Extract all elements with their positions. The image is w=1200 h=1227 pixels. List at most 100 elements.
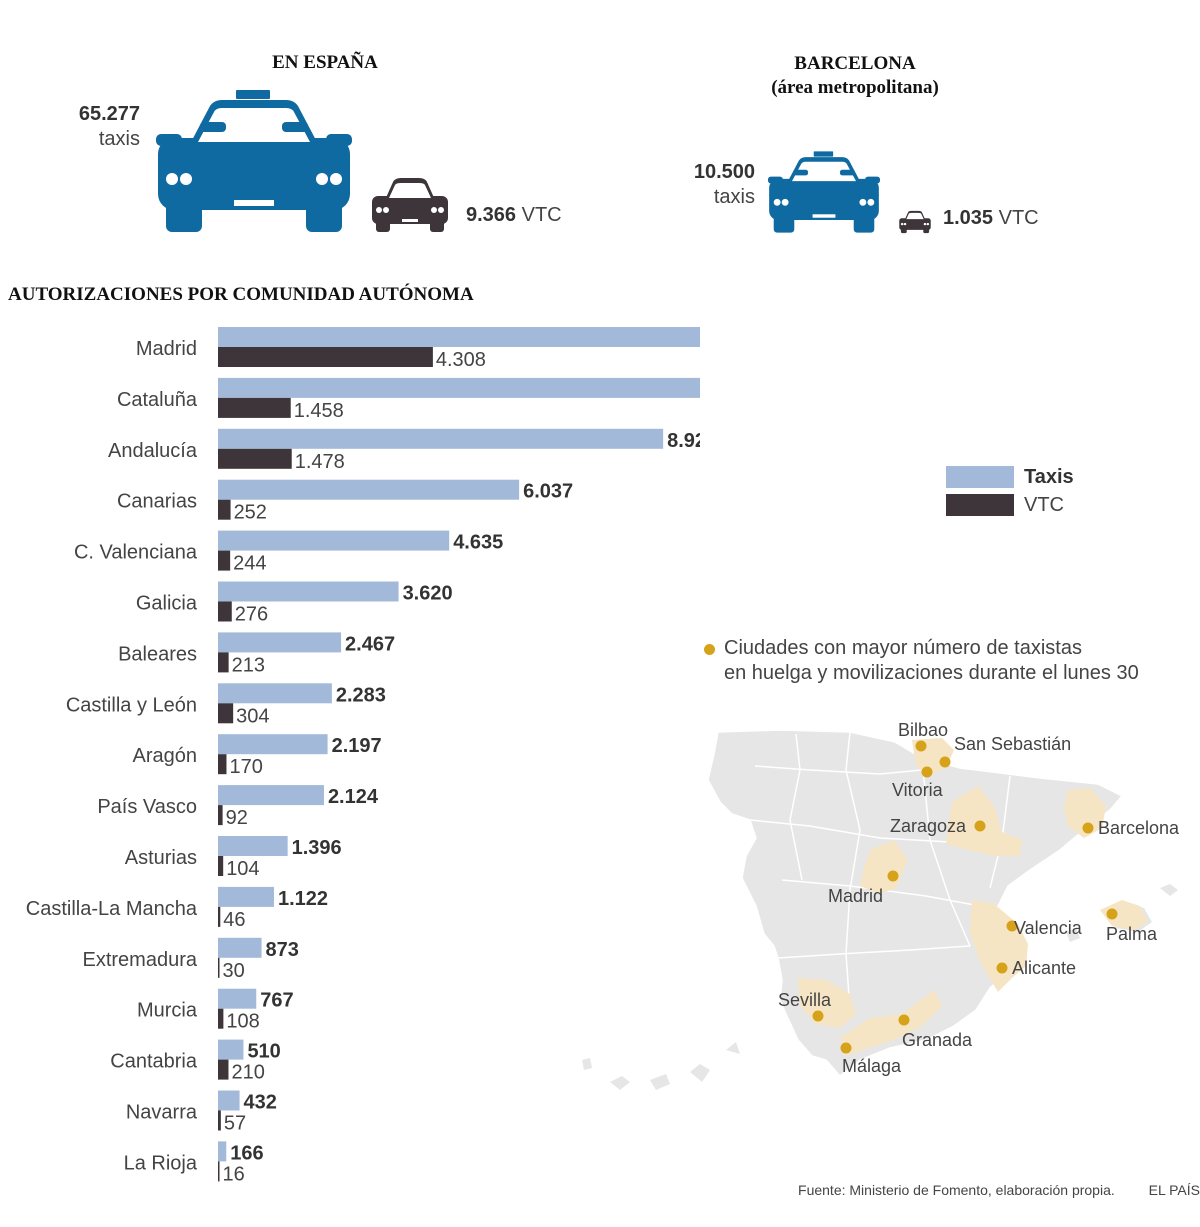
city-dot-icon (704, 644, 715, 655)
vtc-bar (218, 1008, 224, 1029)
taxi-bar (218, 530, 450, 551)
taxi-bar (218, 1090, 240, 1111)
highlight-regions (798, 738, 1148, 1056)
taxi-value-label: 510 (247, 1041, 280, 1063)
city-dot (921, 766, 933, 778)
barcelona-title-line2: (área metropolitana) (771, 77, 939, 98)
map-legend-line1: Ciudades con mayor número de taxistas (724, 637, 1082, 659)
bar-chart: Madrid15.4974.308Cataluña12.2271.458Anda… (26, 327, 700, 1185)
map-legend-line2: en huelga y movilizaciones durante el lu… (724, 662, 1139, 684)
category-label: Castilla y León (66, 694, 197, 716)
taxi-icon-small (768, 151, 880, 233)
city-dot (812, 1010, 824, 1022)
city-label: Sevilla (778, 990, 832, 1010)
section-title: AUTORIZACIONES POR COMUNIDAD AUTÓNOMA (8, 284, 474, 305)
spain-vtc-total: 9.366 VTC (466, 204, 562, 227)
city-label: Madrid (828, 886, 883, 906)
category-label: Andalucía (108, 440, 198, 462)
taxi-bar (218, 1141, 227, 1162)
city-dot (996, 962, 1008, 974)
taxi-value-label: 6.037 (523, 481, 573, 503)
vtc-icon-small (899, 210, 931, 234)
category-label: Castilla-La Mancha (26, 898, 198, 920)
vtc-bar (218, 652, 229, 673)
category-label: Navarra (126, 1102, 198, 1124)
vtc-value-label: 210 (231, 1062, 264, 1084)
city-label: Bilbao (898, 720, 948, 740)
category-label: País Vasco (97, 796, 197, 818)
city-layer: Bilbao San Sebastián Vitoria Zaragoza Barcel… (778, 720, 1180, 1076)
taxi-value-label: 2.124 (328, 786, 379, 808)
vtc-bar (218, 906, 221, 927)
vtc-bar (218, 550, 231, 571)
city-label: Palma (1106, 924, 1158, 944)
map-legend: Ciudades con mayor número de taxistas en… (704, 636, 1139, 686)
city-dot (1106, 908, 1118, 920)
bcn-vtc-total: 1.035 VTC (943, 207, 1039, 230)
vtc-value-label: 252 (234, 502, 267, 524)
city-dot (887, 870, 899, 882)
taxi-value-label: 2.197 (332, 735, 382, 757)
city-label: Valencia (1014, 918, 1083, 938)
vtc-value-label: 16 (223, 1163, 245, 1185)
category-label: Aragón (133, 745, 198, 767)
vtc-value-label: 1.478 (295, 451, 345, 473)
category-label: Cantabria (110, 1051, 198, 1073)
barcelona-title: BARCELONA (área metropolitana) (700, 52, 1010, 100)
category-label: Canarias (117, 491, 197, 513)
footer-source: Fuente: Ministerio de Fomento, elaboraci… (798, 1182, 1115, 1198)
vtc-value-label: 1.458 (294, 400, 344, 422)
city-label: San Sebastián (954, 734, 1071, 754)
vtc-value-label: 244 (233, 553, 266, 575)
taxi-value-label: 1.122 (278, 888, 328, 910)
taxi-value-label: 3.620 (403, 583, 453, 605)
city-dot (840, 1042, 852, 1054)
vtc-bar (218, 347, 433, 367)
taxi-value-label: 2.283 (336, 684, 386, 706)
taxi-value-label: 432 (244, 1092, 277, 1114)
taxi-bar (218, 937, 262, 958)
city-label: Zaragoza (890, 816, 967, 836)
bcn-taxis-label: taxis (713, 186, 755, 208)
barcelona-title-line1: BARCELONA (794, 53, 916, 74)
taxi-value-label: 2.467 (345, 633, 395, 655)
vtc-bar (218, 957, 220, 978)
bcn-vtc-value: 1.035 (943, 207, 994, 229)
taxi-bar (218, 1039, 244, 1060)
spain-map: Bilbao San Sebastián Vitoria Zaragoza Barcel… (582, 720, 1180, 1090)
taxi-bar (218, 734, 328, 755)
taxi-icon-large (156, 90, 352, 232)
footer: Fuente: Ministerio de Fomento, elaboraci… (798, 1182, 1200, 1198)
taxi-bar (218, 886, 274, 907)
taxi-value-label: 166 (230, 1142, 263, 1164)
spain-title: EN ESPAÑA (272, 52, 378, 73)
vtc-value-label: 213 (232, 654, 265, 676)
taxi-bar (218, 988, 257, 1009)
vtc-value-label: 108 (226, 1011, 259, 1033)
taxi-bar (218, 785, 324, 806)
taxi-bar (218, 836, 288, 856)
vtc-bar (218, 448, 292, 469)
city-label: Málaga (842, 1056, 902, 1076)
spain-vtc-value: 9.366 (466, 204, 517, 226)
vtc-icon-large (372, 178, 448, 232)
legend-taxis-label: Taxis (1024, 466, 1074, 488)
spain-vtc-label: VTC (521, 204, 562, 226)
taxi-bar (218, 428, 664, 449)
taxi-value-label: 4.635 (453, 532, 503, 554)
vtc-bar (218, 397, 291, 418)
city-dot (1082, 822, 1094, 834)
city-dot (974, 820, 986, 832)
taxi-bar (218, 581, 399, 602)
taxi-bar (218, 327, 700, 347)
city-dot (898, 1014, 910, 1026)
taxi-value-label: 1.396 (292, 837, 342, 859)
vtc-bar (218, 499, 231, 520)
category-label: Murcia (137, 1000, 198, 1022)
vtc-value-label: 304 (236, 705, 269, 727)
footer-brand: EL PAÍS (1148, 1182, 1200, 1198)
vtc-value-label: 92 (226, 807, 248, 829)
taxi-bar (218, 632, 342, 653)
legend-taxis-swatch (946, 466, 1014, 488)
vtc-bar (218, 1110, 221, 1131)
